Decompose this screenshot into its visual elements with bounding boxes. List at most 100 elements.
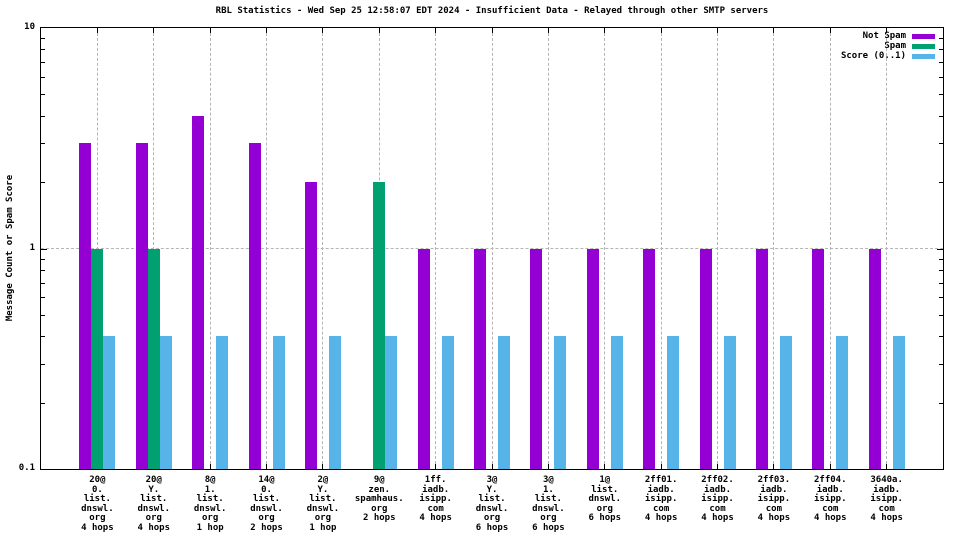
bar-spam — [91, 248, 103, 469]
category-tick-top — [829, 28, 831, 33]
y-minor-tick — [939, 315, 943, 316]
y-minor-tick — [939, 38, 943, 39]
y-minor-tick — [41, 77, 45, 78]
y-minor-tick — [41, 38, 45, 39]
y-minor-tick — [939, 259, 943, 260]
bar-score-0-1 — [442, 336, 454, 469]
bar-score-0-1 — [724, 336, 736, 469]
category-tick-bottom — [717, 464, 718, 469]
category-tick-bottom — [604, 464, 606, 469]
category-tick-bottom — [773, 464, 775, 469]
bar-not-spam — [700, 248, 712, 469]
bar-not-spam — [587, 248, 599, 469]
y-minor-tick — [41, 49, 45, 50]
bar-not-spam — [756, 248, 768, 469]
bar-not-spam — [136, 143, 148, 469]
x-category-label: 2ff02. iadb. isipp. com 4 hops — [701, 475, 734, 523]
y-minor-tick — [939, 116, 943, 117]
category-tick-top — [547, 28, 549, 33]
bar-not-spam — [418, 248, 430, 469]
bar-score-0-1 — [667, 336, 679, 469]
bar-score-0-1 — [893, 336, 905, 469]
y-minor-tick — [939, 143, 943, 144]
x-category-label: 2ff01. iadb. isipp. com 4 hops — [644, 475, 678, 523]
y-minor-tick — [41, 364, 45, 365]
bar-score-0-1 — [836, 336, 848, 469]
bar-not-spam — [249, 143, 261, 469]
category-tick-top — [378, 28, 380, 33]
y-major-tick — [937, 249, 943, 250]
category-tick-top — [435, 28, 437, 33]
bar-score-0-1 — [554, 336, 566, 469]
y-minor-tick — [939, 270, 943, 271]
y-minor-tick — [41, 143, 45, 144]
x-category-label: 2@ Y. list. dnswl. org 1 hop — [306, 475, 340, 533]
category-tick-top — [96, 28, 98, 33]
y-minor-tick — [41, 283, 45, 284]
bar-score-0-1 — [611, 336, 623, 469]
plot-area: Not Spam Spam Score (0..1) — [40, 27, 944, 470]
bar-not-spam — [530, 248, 542, 469]
y-minor-tick — [41, 270, 45, 271]
legend: Not Spam Spam Score (0..1) — [841, 31, 935, 61]
bar-not-spam — [79, 143, 91, 469]
y-minor-tick — [41, 336, 45, 337]
legend-swatch-spam — [912, 43, 935, 49]
y-minor-tick — [41, 94, 45, 95]
bar-not-spam — [812, 248, 824, 469]
category-tick-top — [153, 28, 155, 33]
bar-score-0-1 — [780, 336, 792, 469]
y-minor-tick — [939, 297, 943, 298]
y-minor-tick — [41, 315, 45, 316]
bar-score-0-1 — [216, 336, 228, 469]
bar-not-spam — [192, 115, 204, 469]
gridline-y1 — [41, 248, 943, 249]
category-tick-bottom — [829, 464, 831, 469]
y-major-tick — [41, 249, 47, 250]
x-category-label: 2ff04. iadb. isipp. com 4 hops — [813, 475, 847, 523]
category-tick-top — [717, 28, 718, 33]
category-tick-top — [604, 28, 606, 33]
category-tick-bottom — [660, 464, 662, 469]
category-tick-bottom — [547, 464, 549, 469]
legend-swatch-score-0-1 — [912, 53, 935, 59]
y-minor-tick — [939, 336, 943, 337]
legend-row-not-spam: Not Spam — [841, 31, 935, 41]
x-category-label: 1ff. iadb. isipp. com 4 hops — [419, 475, 452, 523]
y-minor-tick — [41, 182, 45, 183]
y-minor-tick — [939, 49, 943, 50]
y-tick-label: 10 — [24, 22, 35, 32]
y-minor-tick — [939, 283, 943, 284]
category-tick-bottom — [322, 464, 324, 469]
legend-swatch-not-spam — [912, 33, 935, 39]
y-minor-tick — [939, 77, 943, 78]
x-category-label: 3@ Y. list. dnswl. org 6 hops — [475, 475, 509, 533]
y-minor-tick — [939, 364, 943, 365]
x-category-label: 8@ 1. list. dnswl. org 1 hop — [193, 475, 227, 533]
legend-label-score-0-1: Score (0..1) — [840, 51, 906, 61]
category-tick-bottom — [266, 464, 267, 469]
bar-score-0-1 — [498, 336, 510, 469]
bar-score-0-1 — [103, 336, 115, 469]
category-tick-top — [491, 28, 493, 33]
bar-spam — [148, 248, 160, 469]
category-tick-top — [773, 28, 775, 33]
category-tick-bottom — [435, 464, 437, 469]
category-tick-bottom — [886, 464, 888, 469]
y-minor-tick — [41, 403, 45, 404]
bar-spam — [373, 182, 385, 469]
bar-score-0-1 — [385, 336, 397, 469]
y-minor-tick — [41, 259, 45, 260]
category-tick-top — [660, 28, 662, 33]
bar-score-0-1 — [273, 336, 285, 469]
y-minor-tick — [939, 62, 943, 63]
bar-not-spam — [474, 248, 486, 469]
legend-row-score-0-1: Score (0..1) — [841, 51, 935, 61]
bar-not-spam — [869, 248, 881, 469]
legend-label-not-spam: Not Spam — [862, 31, 906, 41]
y-tick-label: 0.1 — [18, 463, 35, 473]
bar-not-spam — [305, 182, 317, 469]
legend-label-spam: Spam — [884, 41, 906, 51]
x-category-label: 9@ zen. spamhaus. org 2 hops — [354, 475, 404, 523]
